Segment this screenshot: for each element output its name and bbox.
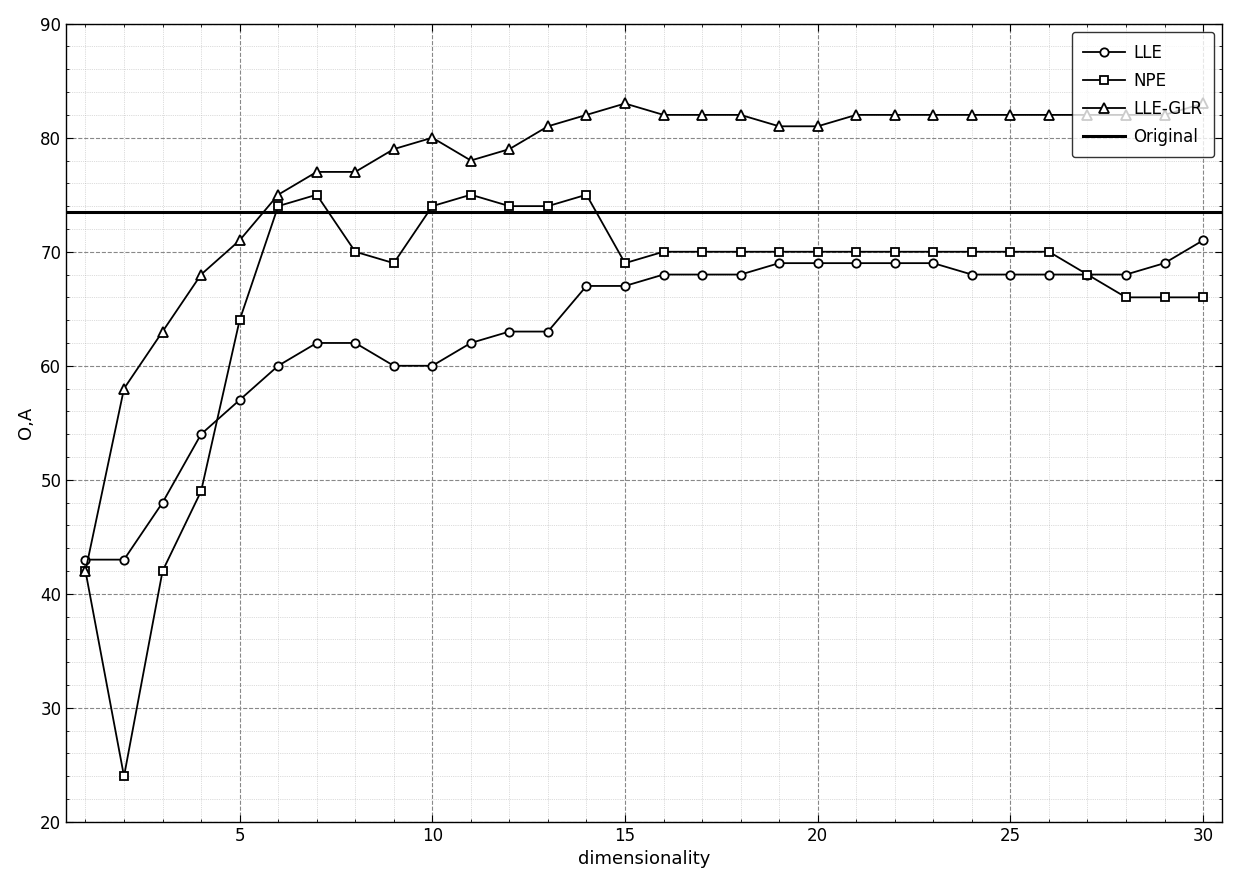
LLE — [1080, 269, 1095, 280]
LLE-GLR — [502, 143, 517, 154]
NPE — [733, 246, 748, 257]
NPE — [695, 246, 710, 257]
LLE-GLR — [849, 110, 864, 120]
LLE — [425, 360, 440, 371]
NPE — [425, 201, 440, 212]
LLE-GLR — [271, 189, 286, 200]
NPE — [232, 315, 247, 326]
LLE-GLR — [387, 143, 401, 154]
Original — [78, 206, 93, 217]
LLE-GLR — [78, 566, 93, 576]
LLE — [193, 429, 208, 440]
X-axis label: dimensionality: dimensionality — [579, 850, 710, 868]
NPE — [1042, 246, 1057, 257]
NPE — [348, 246, 363, 257]
LLE — [232, 395, 247, 405]
LLE — [540, 327, 555, 337]
LLE-GLR — [810, 121, 825, 132]
NPE — [887, 246, 902, 257]
LLE-GLR — [1002, 110, 1017, 120]
LLE-GLR — [1080, 110, 1095, 120]
NPE — [1080, 269, 1095, 280]
LLE — [1042, 269, 1057, 280]
NPE — [926, 246, 940, 257]
LLE-GLR — [1119, 110, 1134, 120]
LLE — [1196, 235, 1211, 246]
NPE — [579, 189, 593, 200]
LLE — [1119, 269, 1134, 280]
LLE — [964, 269, 979, 280]
Y-axis label: O,A: O,A — [16, 407, 35, 439]
LLE-GLR — [116, 383, 131, 394]
NPE — [1157, 292, 1172, 303]
NPE — [810, 246, 825, 257]
NPE — [387, 258, 401, 268]
NPE — [271, 201, 286, 212]
LLE-GLR — [348, 166, 363, 177]
LLE-GLR — [964, 110, 979, 120]
NPE — [193, 486, 208, 496]
LLE-GLR — [1196, 98, 1211, 109]
NPE — [1119, 292, 1134, 303]
Line: NPE: NPE — [82, 190, 1207, 781]
LLE — [78, 554, 93, 565]
NPE — [1002, 246, 1017, 257]
NPE — [502, 201, 517, 212]
NPE — [964, 246, 979, 257]
NPE — [155, 566, 170, 576]
NPE — [116, 771, 131, 781]
NPE — [849, 246, 864, 257]
LLE-GLR — [617, 98, 632, 109]
LLE-GLR — [733, 110, 748, 120]
LLE-GLR — [193, 269, 208, 280]
Legend: LLE, NPE, LLE-GLR, Original: LLE, NPE, LLE-GLR, Original — [1072, 32, 1214, 158]
LLE-GLR — [425, 133, 440, 143]
NPE — [310, 189, 325, 200]
LLE — [926, 258, 940, 268]
Original — [40, 206, 55, 217]
LLE — [772, 258, 787, 268]
LLE — [849, 258, 864, 268]
LLE — [155, 497, 170, 508]
LLE-GLR — [310, 166, 325, 177]
LLE — [617, 281, 632, 291]
Line: LLE: LLE — [82, 236, 1207, 564]
NPE — [617, 258, 632, 268]
LLE-GLR — [657, 110, 672, 120]
LLE — [1002, 269, 1017, 280]
LLE-GLR — [926, 110, 940, 120]
LLE-GLR — [1042, 110, 1057, 120]
LLE — [463, 338, 478, 349]
LLE — [887, 258, 902, 268]
NPE — [657, 246, 672, 257]
LLE-GLR — [1157, 110, 1172, 120]
LLE — [733, 269, 748, 280]
LLE — [657, 269, 672, 280]
NPE — [772, 246, 787, 257]
NPE — [1196, 292, 1211, 303]
LLE — [695, 269, 710, 280]
LLE-GLR — [772, 121, 787, 132]
LLE — [387, 360, 401, 371]
LLE-GLR — [579, 110, 593, 120]
LLE — [579, 281, 593, 291]
LLE — [502, 327, 517, 337]
LLE-GLR — [540, 121, 555, 132]
Line: LLE-GLR: LLE-GLR — [81, 98, 1208, 576]
NPE — [78, 566, 93, 576]
LLE — [348, 338, 363, 349]
LLE-GLR — [695, 110, 710, 120]
LLE-GLR — [232, 235, 247, 246]
LLE-GLR — [887, 110, 902, 120]
LLE-GLR — [463, 155, 478, 165]
LLE — [310, 338, 325, 349]
NPE — [463, 189, 478, 200]
LLE — [116, 554, 131, 565]
LLE-GLR — [155, 327, 170, 337]
LLE — [271, 360, 286, 371]
NPE — [540, 201, 555, 212]
LLE — [1157, 258, 1172, 268]
LLE — [810, 258, 825, 268]
